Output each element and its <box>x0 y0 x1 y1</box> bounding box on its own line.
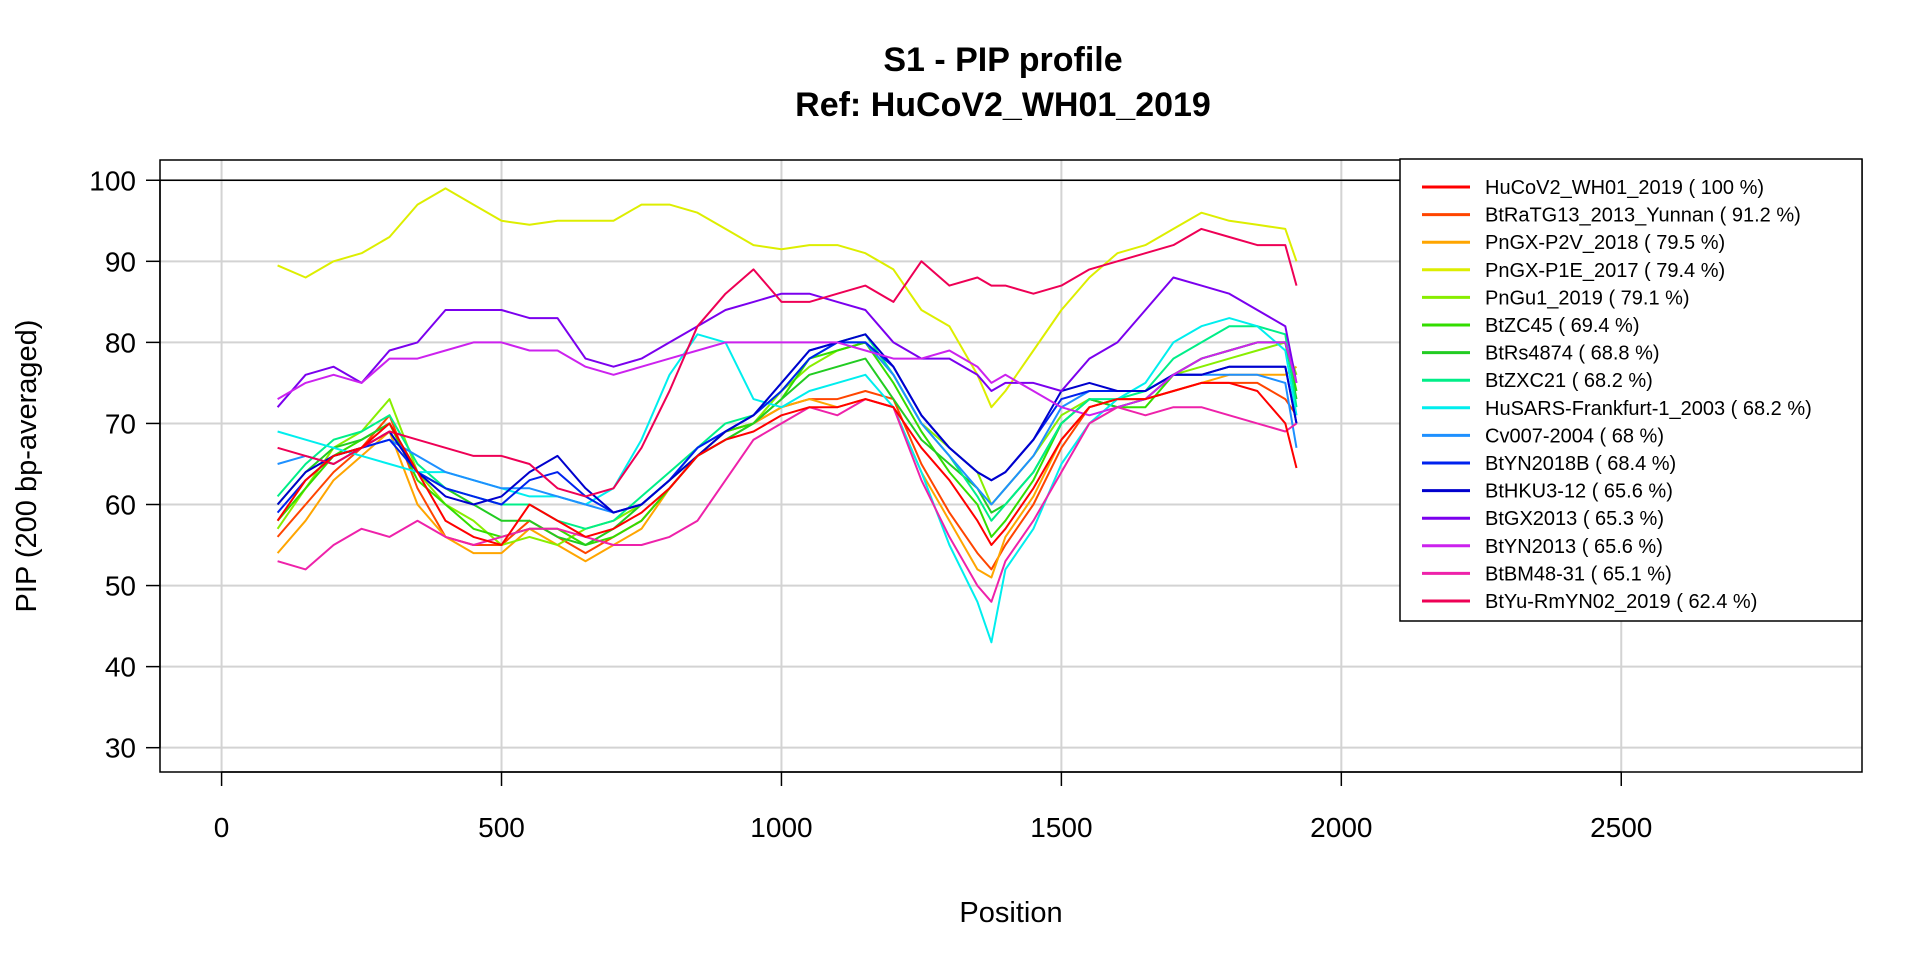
series-line <box>276 333 1298 514</box>
x-axis-label: Position <box>959 897 1062 929</box>
x-tick-label: 2500 <box>1590 812 1652 843</box>
legend-entry: BtZXC21 ( 68.2 %) <box>1485 370 1653 392</box>
legend-entry: PnGX-P1E_2017 ( 79.4 %) <box>1485 260 1725 282</box>
series-line <box>277 227 1298 498</box>
legend: HuCoV2_WH01_2019 ( 100 %) BtRaTG13_2013_Y… <box>1399 158 1863 622</box>
y-tick-label: 50 <box>105 571 136 602</box>
y-tick-label: 70 <box>105 408 136 439</box>
legend-entry: Cv007-2004 ( 68 %) <box>1485 425 1664 447</box>
chart-title: S1 - PIP profile <box>883 41 1122 79</box>
series-line <box>276 381 1298 546</box>
x-tick-label: 2000 <box>1310 812 1372 843</box>
y-tick-label: 40 <box>105 652 136 683</box>
legend-entry: BtRs4874 ( 68.8 %) <box>1485 343 1660 365</box>
x-axis: 0 500 1000 1500 2000 2500 <box>214 771 1652 843</box>
x-tick-label: 1500 <box>1030 812 1092 843</box>
legend-entry: BtHKU3-12 ( 65.6 %) <box>1485 481 1673 503</box>
x-tick-label: 500 <box>478 812 525 843</box>
series-lines <box>276 187 1298 644</box>
legend-entry: PnGu1_2019 ( 79.1 %) <box>1485 287 1690 309</box>
series-line <box>277 187 1298 409</box>
legend-entry: BtYN2018B ( 68.4 %) <box>1485 453 1676 475</box>
chart-subtitle: Ref: HuCoV2_WH01_2019 <box>795 86 1211 124</box>
series-line <box>277 341 1298 417</box>
y-tick-label: 30 <box>105 733 136 764</box>
legend-entry: BtGX2013 ( 65.3 %) <box>1485 508 1664 530</box>
y-tick-label: 60 <box>105 490 136 521</box>
y-tick-label: 100 <box>89 165 136 196</box>
legend-items: HuCoV2_WH01_2019 ( 100 %) BtRaTG13_2013_Y… <box>1422 177 1812 613</box>
y-axis-label: PIP (200 bp-averaged) <box>11 320 43 613</box>
legend-entry: BtZC45 ( 69.4 %) <box>1485 315 1640 337</box>
legend-entry: BtYN2013 ( 65.6 %) <box>1485 536 1663 558</box>
legend-entry: BtYu-RmYN02_2019 ( 62.4 %) <box>1485 591 1757 613</box>
series-line <box>276 276 1298 408</box>
legend-entry: BtBM48-31 ( 65.1 %) <box>1485 563 1672 585</box>
legend-entry: HuCoV2_WH01_2019 ( 100 %) <box>1485 177 1764 199</box>
legend-entry: HuSARS-Frankfurt-1_2003 ( 68.2 %) <box>1485 398 1812 420</box>
legend-box <box>1399 158 1863 622</box>
series-line <box>276 325 1298 530</box>
series-line <box>277 398 1298 603</box>
x-tick-label: 1000 <box>750 812 812 843</box>
x-tick-label: 0 <box>214 812 230 843</box>
y-tick-label: 90 <box>105 246 136 277</box>
y-tick-label: 80 <box>105 327 136 358</box>
legend-entry: BtRaTG13_2013_Yunnan ( 91.2 %) <box>1485 205 1801 227</box>
y-axis: 30 40 50 60 70 80 90 100 <box>89 165 161 764</box>
legend-entry: PnGX-P2V_2018 ( 79.5 %) <box>1485 232 1725 254</box>
